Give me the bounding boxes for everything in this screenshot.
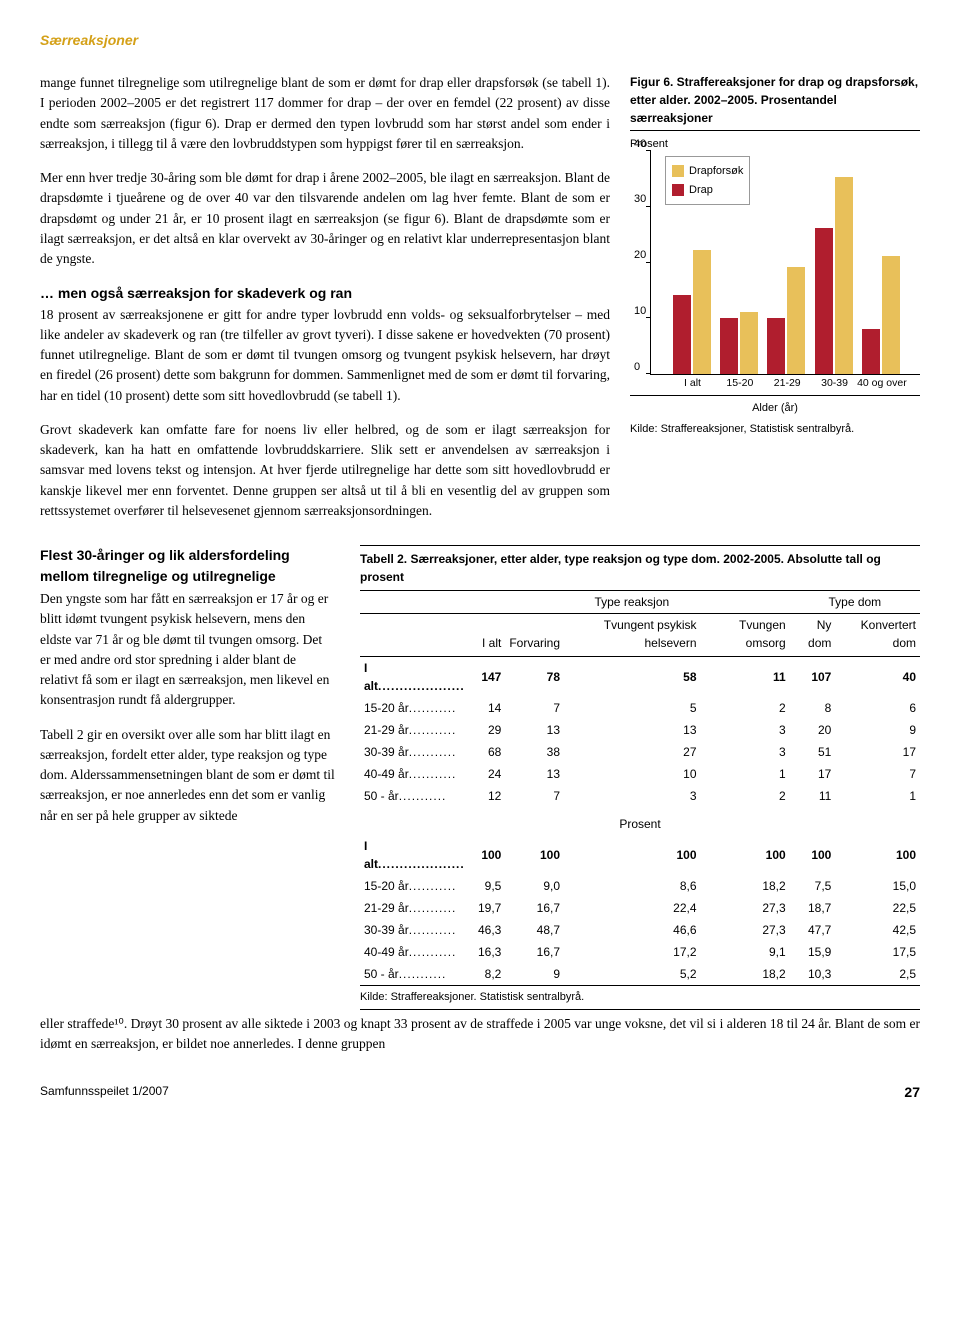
paragraph-2: Mer enn hver tredje 30-åring som ble døm… <box>40 168 610 269</box>
table-row: 15-20 år9,59,08,618,27,515,0 <box>360 875 920 897</box>
legend-label: Drap <box>689 182 713 199</box>
x-axis-title: Alder (år) <box>630 400 920 417</box>
bar-drap <box>767 318 785 374</box>
y-tick-label: 20 <box>634 247 646 264</box>
bar-chart: Prosent I alt15-2021-2930-3940 og over D… <box>630 136 920 396</box>
x-tick-label: 21-29 <box>774 376 801 392</box>
bar-drapforsok <box>787 267 805 374</box>
paragraph-7: eller straffede¹⁰. Drøyt 30 prosent av a… <box>40 1014 920 1055</box>
y-tick-label: 10 <box>634 303 646 320</box>
table-row: 50 - år8,295,218,210,32,5 <box>360 963 920 985</box>
bar-drap <box>720 318 738 374</box>
bar-drapforsok <box>835 177 853 374</box>
bar-drapforsok <box>882 256 900 374</box>
y-tick-label: 0 <box>634 359 640 376</box>
table-row: 21-29 år2913133209 <box>360 719 920 741</box>
bar-drapforsok <box>693 250 711 374</box>
table-row: 40-49 år16,316,717,29,115,917,5 <box>360 941 920 963</box>
paragraph-5: Den yngste som har fått en særreaksjon e… <box>40 589 335 711</box>
x-tick-label: I alt <box>684 376 701 392</box>
x-tick-label: 40 og over <box>857 376 907 392</box>
table-row: 21-29 år19,716,722,427,318,722,5 <box>360 897 920 919</box>
page-section-title: Særreaksjoner <box>40 30 920 51</box>
paragraph-3: … men også særreaksjon for skadeverk og … <box>40 283 610 406</box>
figure-6: Figur 6. Straffereaksjoner for drap og d… <box>630 73 920 535</box>
paragraph-6: Tabell 2 gir en oversikt over alle som h… <box>40 725 335 826</box>
chart-legend: Drapforsøk Drap <box>665 156 750 205</box>
bottom-left-column: Flest 30-åringer og lik aldersfordeling … <box>40 545 335 1010</box>
legend-label: Drapforsøk <box>689 163 743 180</box>
legend-swatch <box>672 165 684 177</box>
table-row: 30-39 år46,348,746,627,347,742,5 <box>360 919 920 941</box>
bar-drap <box>673 295 691 374</box>
x-tick-label: 30-39 <box>821 376 848 392</box>
x-tick-label: 15-20 <box>726 376 753 392</box>
figure-title: Figur 6. Straffereaksjoner for drap og d… <box>630 73 920 131</box>
table-source: Kilde: Straffereaksjoner. Statistisk sen… <box>360 985 920 1010</box>
paragraph-1: mange funnet tilregnelige som utilregnel… <box>40 73 610 154</box>
subheading-2: Flest 30-åringer og lik aldersfordeling … <box>40 545 335 587</box>
page-footer: Samfunnsspeilet 1/2007 27 <box>40 1082 920 1103</box>
bar-drap <box>862 329 880 374</box>
table-row: I alt100100100100100100 <box>360 835 920 875</box>
main-text-column: mange funnet tilregnelige som utilregnel… <box>40 73 610 535</box>
bar-drapforsok <box>740 312 758 374</box>
subheading-1: … men også særreaksjon for skadeverk og … <box>40 285 352 301</box>
paragraph-4: Grovt skadeverk kan omfatte fare for noe… <box>40 420 610 521</box>
table-title: Tabell 2. Særreaksjoner, etter alder, ty… <box>360 545 920 591</box>
table-row: 15-20 år1475286 <box>360 697 920 719</box>
table-row: I alt14778581110740 <box>360 657 920 698</box>
y-tick-label: 40 <box>634 136 646 153</box>
footer-page-number: 27 <box>904 1082 920 1103</box>
data-table: Type reaksjonType domI altForvaringTvung… <box>360 591 920 985</box>
legend-swatch <box>672 184 684 196</box>
footer-publication: Samfunnsspeilet 1/2007 <box>40 1082 169 1103</box>
figure-source: Kilde: Straffereaksjoner, Statistisk sen… <box>630 421 920 438</box>
table-row: 40-49 år2413101177 <box>360 763 920 785</box>
table-2: Tabell 2. Særreaksjoner, etter alder, ty… <box>360 545 920 1010</box>
table-row: 30-39 år68382735117 <box>360 741 920 763</box>
table-row: 50 - år12732111 <box>360 785 920 807</box>
bar-drap <box>815 228 833 374</box>
y-tick-label: 30 <box>634 191 646 208</box>
